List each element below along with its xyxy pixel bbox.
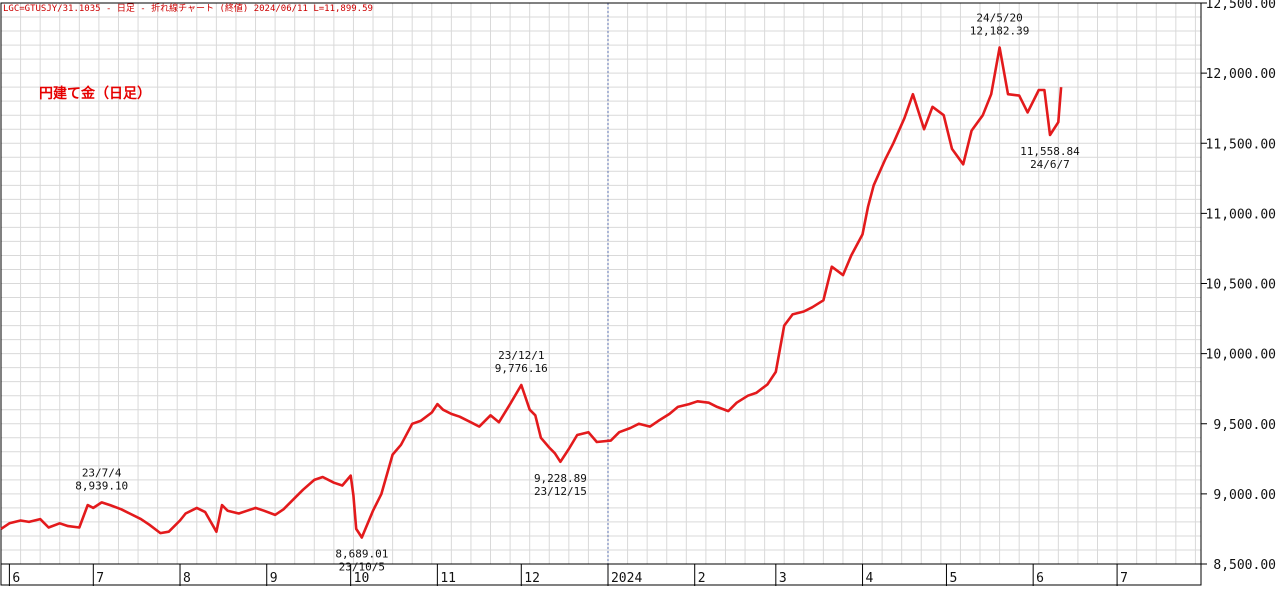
annotation-value-label: 12,182.39	[970, 25, 1030, 38]
annotation-date-label: 23/10/5	[339, 560, 385, 573]
y-tick-label: 10,000.00	[1206, 348, 1276, 363]
chart-header: LGC=GTUSJY/31.1035 - 日足 - 折れ線チャート (終値) 2…	[3, 4, 373, 14]
x-tick-label: 11	[440, 571, 456, 586]
annotation-value-label: 9,228.89	[534, 472, 587, 485]
annotation-value-label: 11,558.84	[1020, 145, 1080, 158]
annotation-value-label: 8,939.10	[75, 479, 128, 492]
legend-label: 円建て金（日足）	[39, 86, 151, 102]
header-chart-kind: 折れ線チャート	[151, 4, 215, 14]
header-symbol: LGC=GTUSJY/31.1035	[3, 4, 101, 14]
annotation-date-label: 23/12/1	[498, 349, 544, 362]
y-tick-label: 8,500.00	[1213, 558, 1276, 573]
header-price-type: (終値)	[219, 4, 249, 14]
annotation-date-label: 23/7/4	[82, 466, 122, 479]
x-tick-label: 8	[183, 571, 191, 586]
annotation-value-label: 9,776.16	[495, 362, 548, 375]
x-tick-label: 9	[270, 571, 278, 586]
x-tick-label: 12	[524, 571, 540, 586]
y-tick-label: 11,500.00	[1206, 137, 1276, 152]
x-tick-label: 6	[12, 571, 20, 586]
x-tick-label: 3	[779, 571, 787, 586]
x-tick-label: 7	[96, 571, 104, 586]
y-tick-label: 12,500.00	[1206, 0, 1276, 12]
annotation-date-label: 24/5/20	[976, 12, 1022, 25]
annotation-date-label: 23/12/15	[534, 485, 587, 498]
annotation-value-label: 8,689.01	[335, 547, 388, 560]
y-tick-label: 12,000.00	[1206, 67, 1276, 82]
y-tick-label: 9,000.00	[1213, 488, 1276, 503]
header-date: 2024/06/11	[253, 4, 308, 14]
plot-border	[0, 2, 1202, 586]
x-tick-label: 6	[1036, 571, 1044, 586]
x-tick-label: 2024	[611, 571, 642, 586]
x-tick-label: 2	[698, 571, 706, 586]
annotation-date-label: 24/6/7	[1030, 158, 1070, 171]
x-tick-label: 10	[354, 571, 370, 586]
y-tick-label: 9,500.00	[1213, 418, 1276, 433]
y-tick-label: 10,500.00	[1206, 278, 1276, 293]
x-tick-label: 4	[866, 571, 874, 586]
header-period: 日足	[116, 4, 135, 14]
x-tick-label: 7	[1120, 571, 1128, 586]
x-tick-label: 5	[949, 571, 957, 586]
y-tick-label: 11,000.00	[1206, 207, 1276, 222]
header-last: L=11,899.59	[313, 4, 373, 14]
price-series-line	[0, 46, 1063, 539]
